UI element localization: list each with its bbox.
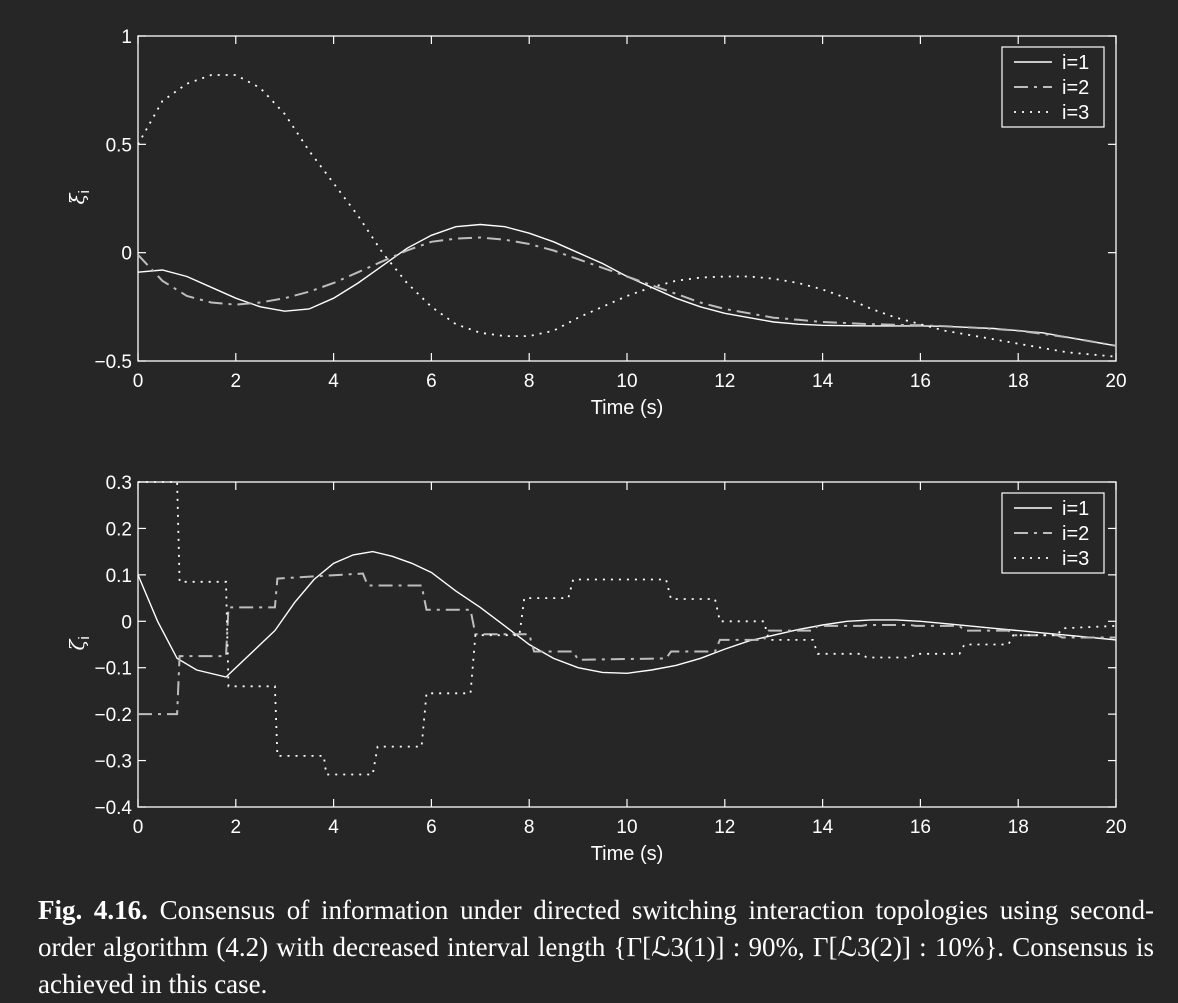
- y-tick-label: 1: [121, 27, 132, 48]
- series-line-i=2: [138, 572, 1116, 716]
- x-tick-label: 0: [133, 371, 144, 392]
- legend-label-i=3: i=3: [1062, 548, 1089, 570]
- x-tick-label: 6: [426, 371, 437, 392]
- x-tick-label: 16: [910, 371, 931, 392]
- y-axis-symbol: ξ: [65, 193, 89, 205]
- x-tick-label: 4: [328, 371, 339, 392]
- x-tick-label: 10: [616, 817, 637, 838]
- x-tick-label: 20: [1105, 817, 1126, 838]
- legend: i=1 i=2 i=3: [1001, 46, 1105, 128]
- x-tick-label: 10: [616, 371, 637, 392]
- x-tick-label: 18: [1008, 371, 1029, 392]
- y-axis-subscript: i: [76, 636, 93, 639]
- y-tick-label: −0.5: [94, 352, 132, 373]
- x-tick-label: 18: [1008, 817, 1029, 838]
- x-tick-label: 12: [714, 371, 735, 392]
- x-tick-label: 20: [1105, 371, 1126, 392]
- y-tick-label: 0.1: [106, 566, 132, 587]
- legend-label-i=1: i=1: [1062, 52, 1089, 74]
- x-tick-label: 16: [910, 817, 931, 838]
- legend-label-i=3: i=3: [1062, 102, 1089, 124]
- plot-frame: [137, 35, 1117, 362]
- x-tick-label: 2: [231, 371, 242, 392]
- x-tick-label: 6: [426, 817, 437, 838]
- series-line-i=3: [138, 481, 1117, 776]
- y-tick-label: 0.2: [106, 519, 132, 540]
- y-axis-label: ξi: [65, 190, 93, 204]
- x-tick-label: 0: [133, 817, 144, 838]
- y-tick-label: 0.3: [106, 473, 132, 494]
- legend: i=1 i=2 i=3: [1001, 492, 1105, 574]
- series-line-i=3: [137, 74, 1117, 358]
- legend-label-i=1: i=1: [1062, 498, 1089, 520]
- x-tick-label: 12: [714, 817, 735, 838]
- x-tick-label: 2: [231, 817, 242, 838]
- y-tick-label: −0.2: [94, 705, 132, 726]
- y-axis-symbol: ζ: [65, 639, 89, 651]
- x-axis-label: Time (s): [591, 843, 664, 865]
- x-tick-label: 14: [812, 817, 834, 838]
- y-tick-label: 0.5: [106, 135, 132, 156]
- series-line-i=1: [137, 550, 1117, 678]
- y-tick-label: −0.1: [94, 659, 132, 680]
- x-tick-label: 4: [328, 817, 339, 838]
- x-tick-label: 8: [524, 371, 535, 392]
- plot-frame: [137, 481, 1117, 808]
- legend-label-i=2: i=2: [1062, 523, 1089, 545]
- caption-text: Consensus of information under directed …: [38, 895, 1154, 999]
- x-tick-label: 8: [524, 817, 535, 838]
- legend-label-i=2: i=2: [1062, 77, 1089, 99]
- y-tick-label: 0: [121, 244, 132, 265]
- y-axis-subscript: i: [76, 190, 93, 193]
- x-tick-label: 14: [812, 371, 834, 392]
- chart-panel-2: 0 2 4 6 8 10 12 14 16 18 20 −0.4 −0.3 −0.2 −0.1 0 0.1 0.2…: [65, 473, 1127, 865]
- x-axis-label: Time (s): [591, 397, 664, 419]
- caption-label: Fig. 4.16.: [38, 895, 148, 925]
- y-tick-label: −0.4: [94, 798, 132, 819]
- y-axis-label: ζi: [65, 636, 93, 650]
- y-tick-label: 0: [121, 612, 132, 633]
- series-line-i=2: [137, 236, 1117, 347]
- y-tick-label: −0.3: [94, 752, 132, 773]
- figure-caption: Fig. 4.16. Consensus of information unde…: [38, 892, 1154, 1003]
